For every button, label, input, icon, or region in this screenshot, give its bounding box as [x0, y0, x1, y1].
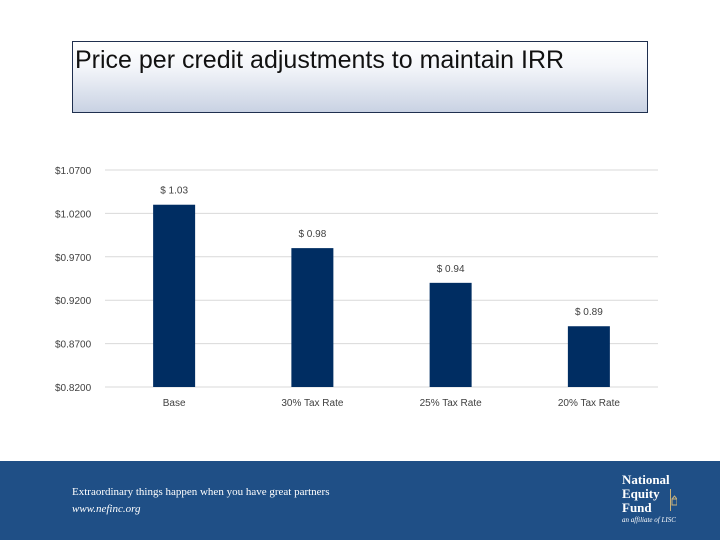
house-icon [670, 489, 677, 511]
x-tick-label: 20% Tax Rate [558, 398, 621, 409]
nef-logo: National Equity Fund an affiliate of LIS… [622, 473, 692, 533]
data-label: $ 1.03 [160, 186, 188, 197]
logo-affiliate: an affiliate of LISC [622, 516, 676, 524]
logo-line-1: National [622, 472, 670, 487]
bar [291, 248, 334, 387]
chart-title: Price per credit adjustments to maintain… [75, 46, 565, 74]
footer-band: Extraordinary things happen when you hav… [0, 461, 720, 540]
bar-chart: $1.0700 $1.0200 $0.9700 $0.9200 $0.8700 $0.82… [55, 166, 658, 409]
x-tick-label: Base [163, 398, 186, 409]
logo-line-3: Fund [622, 500, 652, 515]
bar [567, 326, 610, 387]
title-box: Price per credit adjustments to maintain… [72, 41, 648, 113]
y-tick-label: $0.9700 [55, 253, 92, 264]
data-label: $ 0.89 [575, 307, 603, 318]
y-tick-label: $1.0700 [55, 166, 92, 177]
bar [153, 204, 196, 387]
data-label: $ 0.94 [437, 264, 465, 275]
x-tick-label: 30% Tax Rate [281, 398, 344, 409]
logo-line-2: Equity [622, 486, 660, 501]
y-tick-label: $0.8200 [55, 383, 92, 394]
y-tick-label: $0.9200 [55, 296, 92, 307]
footer-website-link[interactable]: www.nefinc.org [72, 503, 141, 515]
bar [429, 282, 472, 387]
y-tick-label: $0.8700 [55, 340, 92, 351]
y-tick-label: $1.0200 [55, 209, 92, 220]
data-label: $ 0.98 [298, 229, 326, 240]
x-tick-label: 25% Tax Rate [420, 398, 483, 409]
footer-tagline: Extraordinary things happen when you hav… [72, 486, 330, 498]
